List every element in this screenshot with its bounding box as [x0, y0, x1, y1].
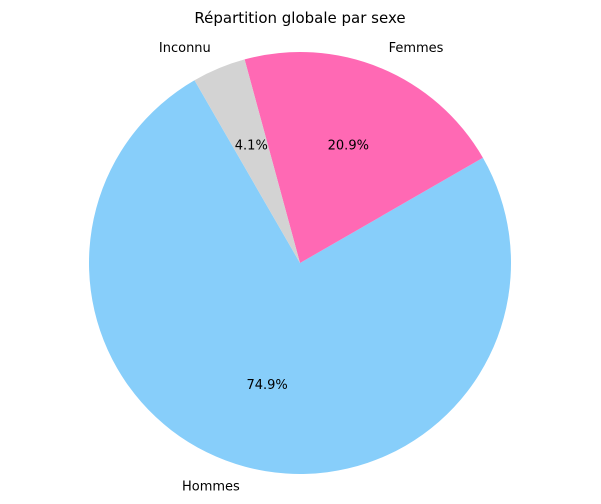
pie-labels: Hommes 74.9% Femmes 20.9% Inconnu 4.1% — [159, 41, 444, 495]
pie-slices — [89, 52, 512, 475]
chart-title: Répartition globale par sexe — [194, 9, 405, 27]
pie-slice-hommes — [89, 80, 512, 475]
slice-label-inconnu: Inconnu — [159, 41, 211, 56]
slice-pct-inconnu: 4.1% — [235, 139, 268, 154]
slice-label-hommes: Hommes — [182, 480, 240, 495]
slice-label-femmes: Femmes — [389, 41, 444, 56]
pie-slice-inconnu — [194, 59, 300, 263]
slice-pct-hommes: 74.9% — [246, 378, 287, 393]
slice-pct-femmes: 20.9% — [328, 139, 369, 154]
pie-slice-femmes — [244, 52, 483, 263]
